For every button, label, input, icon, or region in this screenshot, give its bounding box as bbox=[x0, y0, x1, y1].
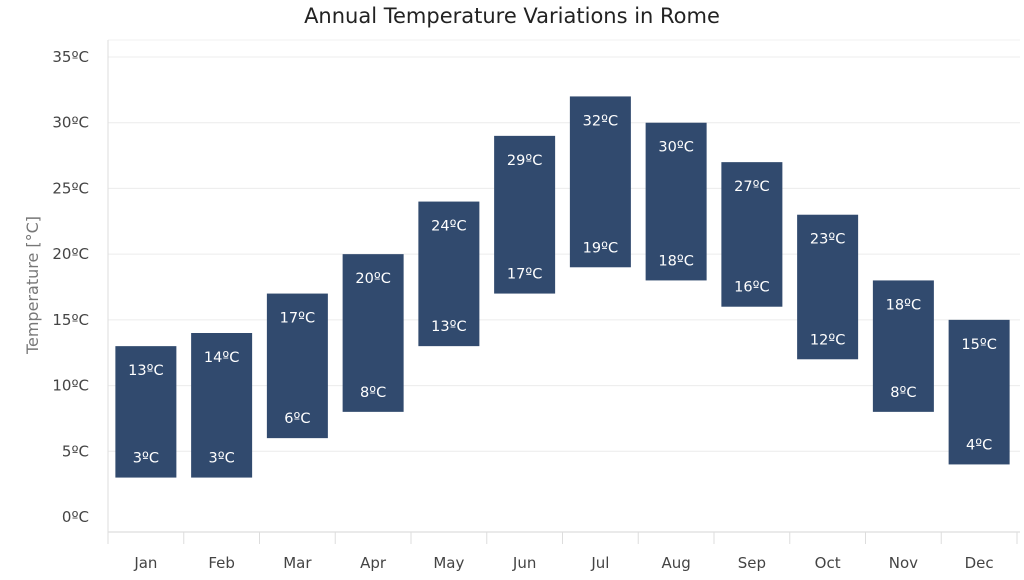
data-label-high: 27ºC bbox=[734, 179, 769, 195]
range-bar bbox=[418, 201, 480, 347]
range-bar bbox=[797, 214, 859, 360]
x-tick-label: Jun bbox=[512, 554, 536, 572]
data-label-low: 8ºC bbox=[890, 385, 916, 401]
data-label-low: 8ºC bbox=[360, 385, 386, 401]
data-label-high: 32ºC bbox=[583, 113, 618, 129]
y-tick-label: 5ºC bbox=[62, 442, 89, 460]
x-tick-label: Oct bbox=[815, 554, 841, 572]
data-label-low: 17ºC bbox=[507, 267, 542, 283]
y-tick-label: 0ºC bbox=[62, 508, 89, 526]
y-tick-label: 10ºC bbox=[52, 377, 89, 395]
data-label-low: 3ºC bbox=[209, 451, 235, 467]
data-label-low: 16ºC bbox=[734, 280, 769, 296]
x-tick-label: Nov bbox=[889, 554, 918, 572]
x-tick-label: Aug bbox=[661, 554, 690, 572]
grid-lines bbox=[108, 39, 1020, 452]
data-label-low: 19ºC bbox=[583, 240, 618, 256]
range-bar bbox=[569, 96, 631, 268]
x-tick-label: Mar bbox=[283, 554, 312, 572]
y-axis-label: Temperature [°C] bbox=[23, 216, 42, 355]
x-tick-label: Jan bbox=[133, 554, 157, 572]
bars bbox=[115, 96, 1010, 478]
data-label-low: 4ºC bbox=[966, 437, 992, 453]
data-label-high: 13ºC bbox=[128, 363, 163, 379]
x-tick-label: Sep bbox=[738, 554, 766, 572]
data-label-high: 30ºC bbox=[658, 140, 693, 156]
range-bar bbox=[721, 162, 783, 307]
x-tick-label: Dec bbox=[965, 554, 994, 572]
data-label-high: 17ºC bbox=[280, 311, 315, 327]
range-bar bbox=[645, 122, 707, 281]
range-bar bbox=[872, 280, 934, 412]
range-bar bbox=[115, 346, 177, 478]
range-bar bbox=[266, 293, 328, 439]
axes: 0ºC 5ºC 10ºC 15ºC 20ºC 25ºC 30ºC 35ºC Jan Feb Mar A… bbox=[52, 40, 1020, 572]
range-bar bbox=[191, 333, 253, 478]
data-label-high: 20ºC bbox=[355, 271, 390, 287]
data-labels: 13ºC 3ºC 14ºC 3ºC 17ºC 6ºC 20ºC 8ºC 24ºC 13ºC 29ºC… bbox=[128, 113, 997, 466]
chart-title: Annual Temperature Variations in Rome bbox=[304, 4, 720, 28]
y-tick-label: 30ºC bbox=[52, 114, 89, 132]
data-label-low: 12ºC bbox=[810, 332, 845, 348]
y-tick-label: 15ºC bbox=[52, 311, 89, 329]
y-tick-label: 25ºC bbox=[52, 179, 89, 197]
range-bar bbox=[342, 254, 404, 412]
data-label-low: 13ºC bbox=[431, 319, 466, 335]
data-label-low: 18ºC bbox=[658, 253, 693, 269]
data-label-low: 3ºC bbox=[133, 451, 159, 467]
x-tick-label: Jul bbox=[590, 554, 609, 572]
range-bar bbox=[494, 135, 556, 294]
data-label-high: 24ºC bbox=[431, 219, 466, 235]
data-label-high: 15ºC bbox=[961, 337, 996, 353]
x-tick-label: Feb bbox=[208, 554, 235, 572]
data-label-low: 6ºC bbox=[284, 411, 310, 427]
data-label-high: 23ºC bbox=[810, 232, 845, 248]
y-tick-label: 35ºC bbox=[52, 48, 89, 66]
data-label-high: 18ºC bbox=[886, 297, 921, 313]
data-label-high: 14ºC bbox=[204, 350, 239, 366]
x-tick-label: Apr bbox=[360, 554, 387, 572]
data-label-high: 29ºC bbox=[507, 153, 542, 169]
y-tick-label: 20ºC bbox=[52, 245, 89, 263]
x-tick-label: May bbox=[433, 554, 464, 572]
range-bar bbox=[948, 319, 1010, 465]
